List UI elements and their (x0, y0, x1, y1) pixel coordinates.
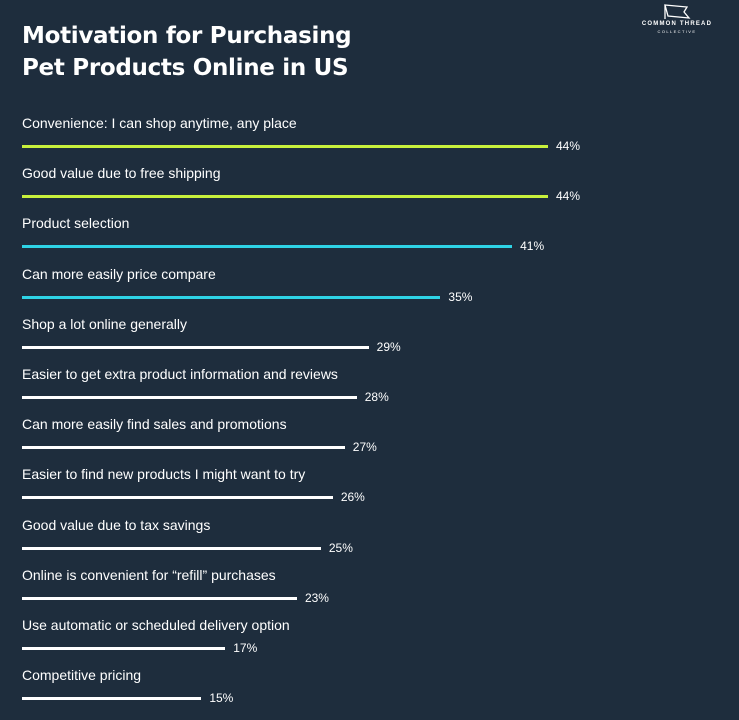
logo-text-secondary: COLLECTIVE (657, 29, 697, 34)
chart-title-line-2: Pet Products Online in US (22, 55, 349, 81)
brand-logo: COMMON THREAD COLLECTIVE (636, 4, 718, 44)
category-label: Shop a lot online generally (22, 315, 188, 332)
value-label: 44% (556, 189, 581, 204)
chart-title-line-1: Motivation for Purchasing (22, 23, 352, 49)
category-label: Easier to get extra product information … (22, 366, 338, 382)
value-label: 44% (556, 139, 581, 153)
value-label: 26% (340, 490, 365, 505)
category-label: Good value due to free shipping (22, 165, 221, 182)
bar (22, 295, 441, 299)
category-label: Easier to find new products I might want… (22, 466, 306, 483)
value-label: 25% (328, 540, 353, 555)
flag-icon (664, 4, 691, 19)
bar (22, 195, 548, 199)
bar (22, 596, 297, 600)
value-label: 27% (352, 440, 377, 455)
category-label: Competitive pricing (22, 667, 142, 684)
value-label: 28% (364, 390, 389, 404)
chart-title: Motivation for Purchasing Pet Products O… (22, 20, 352, 84)
bar (22, 446, 345, 450)
bar (22, 647, 226, 650)
bar (22, 345, 369, 349)
category-label: Can more easily price compare (22, 265, 216, 282)
bar (22, 546, 321, 550)
category-label: Product selection (22, 215, 130, 232)
value-label: 17% (233, 641, 258, 655)
bar (22, 245, 513, 249)
category-label: Online is convenient for “refill” purcha… (22, 566, 276, 583)
bar (22, 145, 548, 148)
category-label: Use automatic or scheduled delivery opti… (22, 617, 290, 633)
value-label: 15% (209, 691, 234, 706)
value-label: 41% (520, 239, 545, 254)
category-label: Good value due to tax savings (22, 516, 211, 533)
value-label: 23% (304, 590, 329, 605)
bar (22, 697, 202, 701)
category-label: Can more easily find sales and promotion… (22, 416, 287, 433)
value-label: 29% (376, 339, 401, 354)
logo-text-primary: COMMON THREAD (641, 21, 713, 27)
bar (22, 496, 333, 500)
bar (22, 396, 357, 399)
category-label: Convenience: I can shop anytime, any pla… (22, 115, 297, 131)
value-label: 35% (448, 289, 473, 304)
